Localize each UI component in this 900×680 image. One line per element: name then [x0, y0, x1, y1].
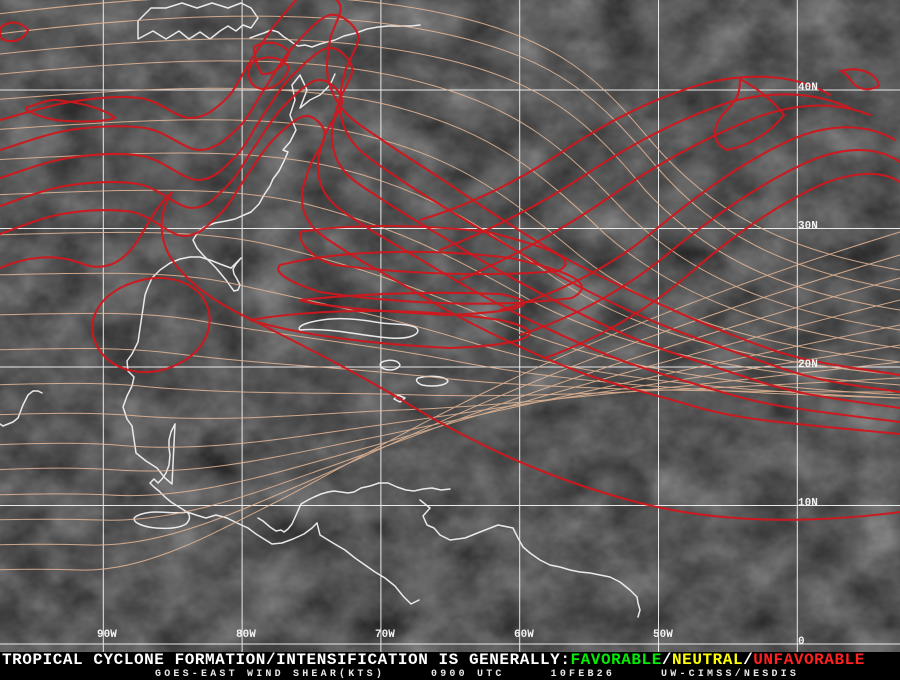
svg-text:0: 0: [798, 636, 805, 648]
svg-text:90W: 90W: [97, 629, 117, 641]
svg-text:30N: 30N: [798, 221, 818, 233]
svg-text:80W: 80W: [236, 629, 256, 641]
svg-text:60W: 60W: [514, 629, 534, 641]
svg-text:40N: 40N: [798, 82, 818, 94]
svg-text:20N: 20N: [798, 359, 818, 371]
svg-text:50W: 50W: [653, 629, 673, 641]
svg-text:10N: 10N: [798, 498, 818, 510]
svg-text:70W: 70W: [375, 629, 395, 641]
